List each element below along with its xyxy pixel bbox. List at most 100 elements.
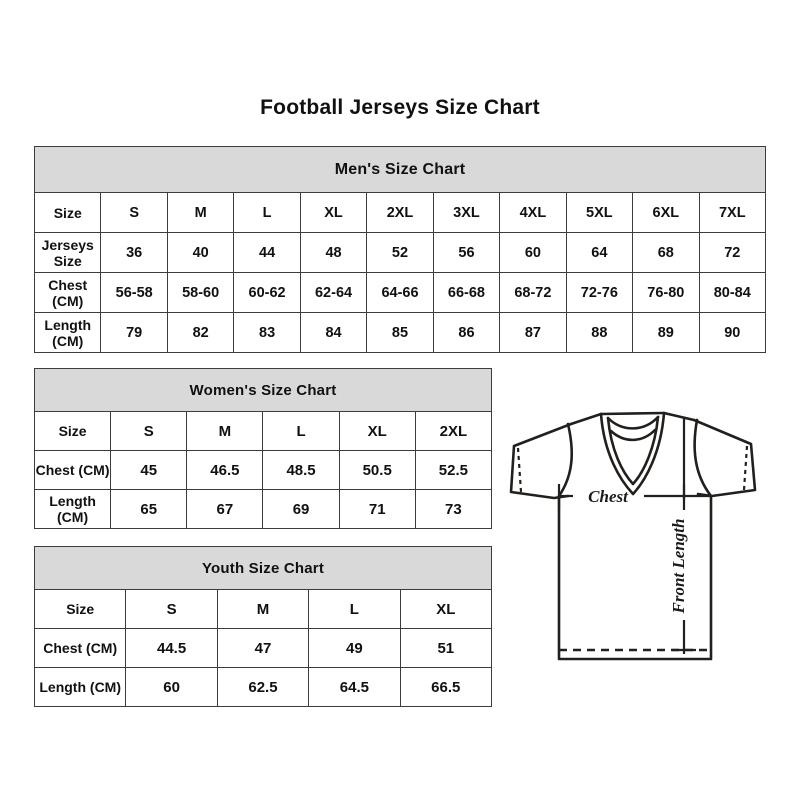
row-label: Length (CM)	[33, 489, 112, 529]
womens-size-chart-table: Women's Size Chart Size S M L XL 2XL Che…	[33, 368, 493, 529]
table-cell: L	[308, 589, 401, 629]
row-label: Jerseys Size	[33, 232, 102, 273]
table-cell: 86	[432, 312, 501, 353]
table-cell: 84	[299, 312, 368, 353]
youth-size-chart-table: Youth Size Chart Size S M L XL Chest (CM…	[33, 546, 493, 707]
table-cell: M	[186, 411, 264, 451]
youth-chart-caption: Youth Size Chart	[34, 546, 492, 590]
table-cell: S	[110, 411, 188, 451]
table-row: Length (CM) 60 62.5 64.5 66.5	[33, 667, 493, 707]
v-neck-outer	[599, 411, 666, 496]
table-cell: 7XL	[698, 192, 767, 233]
table-cell: 60-62	[233, 272, 301, 313]
table-cell: L	[233, 192, 301, 233]
table-cell: 60	[125, 667, 218, 707]
table-cell: 58-60	[166, 272, 235, 313]
table-cell: 72-76	[565, 272, 634, 313]
table-cell: 67	[186, 489, 264, 529]
table-row: Size S M L XL 2XL	[33, 411, 493, 451]
table-cell: 48	[299, 232, 368, 273]
table-cell: 65	[110, 489, 188, 529]
mens-size-chart-table: Men's Size Chart Size S M L XL 2XL 3XL 4…	[33, 146, 767, 353]
row-label: Chest (CM)	[33, 450, 112, 490]
table-cell: 79	[100, 312, 168, 353]
table-cell: 68-72	[499, 272, 567, 313]
table-row: Chest (CM) 56-58 58-60 60-62 62-64 64-66…	[33, 272, 767, 313]
table-cell: 48.5	[262, 450, 340, 490]
row-label: Size	[33, 411, 112, 451]
front-length-label: Front Length	[669, 519, 688, 615]
row-label: Length (CM)	[33, 312, 102, 353]
table-cell: 5XL	[565, 192, 634, 233]
table-cell: 44	[233, 232, 301, 273]
table-cell: 62-64	[299, 272, 368, 313]
table-cell: 88	[565, 312, 634, 353]
table-cell: 56	[432, 232, 501, 273]
table-cell: 3XL	[432, 192, 501, 233]
table-cell: 68	[632, 232, 700, 273]
table-cell: 47	[216, 628, 310, 668]
table-row: Chest (CM) 45 46.5 48.5 50.5 52.5	[33, 450, 493, 490]
table-cell: 64.5	[308, 667, 401, 707]
table-row: Length (CM) 79 82 83 84 85 86 87 88 89 9…	[33, 312, 767, 353]
table-cell: 2XL	[414, 411, 493, 451]
shoulder-seams	[569, 411, 696, 426]
table-cell: 46.5	[186, 450, 264, 490]
table-cell: 52.5	[414, 450, 493, 490]
table-cell: 4XL	[499, 192, 567, 233]
table-cell: 89	[632, 312, 700, 353]
table-cell: XL	[399, 589, 493, 629]
table-cell: 66-68	[432, 272, 501, 313]
right-armhole-seam	[693, 418, 713, 498]
table-cell: L	[262, 411, 340, 451]
table-cell: 64	[565, 232, 634, 273]
table-row: Length (CM) 65 67 69 71 73	[33, 489, 493, 529]
table-caption-row: Youth Size Chart	[34, 546, 492, 590]
table-cell: S	[100, 192, 168, 233]
table-cell: 73	[414, 489, 493, 529]
jersey-illustration-svg: Chest Front Length	[509, 411, 757, 661]
collar-top-edge	[599, 411, 666, 416]
table-caption-row: Women's Size Chart	[34, 368, 492, 412]
table-cell: XL	[338, 411, 416, 451]
chest-label: Chest	[588, 487, 629, 506]
table-cell: XL	[299, 192, 368, 233]
table-cell: 90	[698, 312, 767, 353]
right-sleeve-hem-dashed	[742, 445, 749, 491]
table-cell: 85	[366, 312, 434, 353]
table-cell: S	[125, 589, 218, 629]
table-cell: 49	[308, 628, 401, 668]
table-cell: 45	[110, 450, 188, 490]
table-cell: 36	[100, 232, 168, 273]
table-cell: 83	[233, 312, 301, 353]
table-cell: 56-58	[100, 272, 168, 313]
table-cell: M	[166, 192, 235, 233]
table-row: Jerseys Size 36 40 44 48 52 56 60 64 68 …	[33, 232, 767, 273]
front-length-measure-group	[672, 418, 696, 654]
v-neck-curve-rib-a	[606, 415, 660, 430]
mens-chart-caption: Men's Size Chart	[34, 146, 766, 193]
table-cell: 80-84	[698, 272, 767, 313]
row-label: Chest (CM)	[33, 628, 127, 668]
left-sleeve-hem-dashed	[516, 447, 523, 493]
table-cell: 2XL	[366, 192, 434, 233]
table-caption-row: Men's Size Chart	[34, 146, 766, 193]
v-neck-inner-rib-1	[606, 415, 660, 486]
row-label: Size	[33, 192, 102, 233]
table-cell: 66.5	[399, 667, 493, 707]
womens-chart-caption: Women's Size Chart	[34, 368, 492, 412]
chest-measure-group	[557, 484, 711, 510]
table-row: Size S M L XL	[33, 589, 493, 629]
v-neck-curve-rib-b	[609, 428, 657, 442]
table-cell: 82	[166, 312, 235, 353]
table-cell: 76-80	[632, 272, 700, 313]
table-cell: M	[216, 589, 310, 629]
table-cell: 87	[499, 312, 567, 353]
table-cell: 69	[262, 489, 340, 529]
row-label: Size	[33, 589, 127, 629]
table-cell: 51	[399, 628, 493, 668]
table-cell: 44.5	[125, 628, 218, 668]
page-title: Football Jerseys Size Chart	[260, 96, 540, 119]
table-row: Size S M L XL 2XL 3XL 4XL 5XL 6XL 7XL	[33, 192, 767, 233]
jersey-measurement-diagram: Chest Front Length	[498, 388, 783, 688]
